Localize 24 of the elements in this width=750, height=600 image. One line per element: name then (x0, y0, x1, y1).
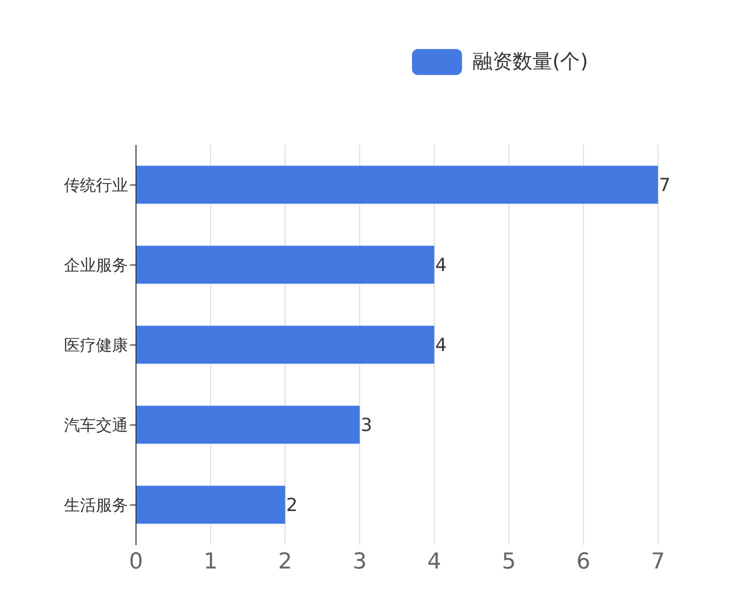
x-tick-label: 2 (278, 550, 292, 575)
x-tick-label: 4 (427, 550, 442, 575)
y-tick-label: 企业服务 (64, 256, 128, 275)
x-tick-label: 5 (502, 550, 516, 575)
bar (136, 326, 434, 364)
bar (136, 486, 286, 524)
x-tick-label: 3 (352, 550, 367, 575)
bar (136, 246, 434, 284)
data-label: 3 (360, 415, 372, 436)
y-tick-label: 医疗健康 (64, 336, 128, 355)
x-tick-label: 0 (129, 550, 143, 575)
legend-label: 融资数量(个) (472, 48, 588, 75)
x-tick-label: 6 (576, 550, 590, 575)
y-tick-label: 汽车交通 (64, 416, 128, 435)
data-label: 4 (435, 255, 447, 276)
bar (136, 406, 360, 444)
x-tick-label: 7 (651, 550, 665, 575)
data-label: 4 (435, 335, 447, 356)
bar (136, 166, 658, 204)
x-tick-label: 1 (204, 550, 218, 575)
data-label: 7 (659, 175, 670, 196)
data-label: 2 (286, 495, 298, 516)
y-tick-label: 生活服务 (64, 496, 128, 515)
y-tick-label: 传统行业 (64, 176, 128, 195)
